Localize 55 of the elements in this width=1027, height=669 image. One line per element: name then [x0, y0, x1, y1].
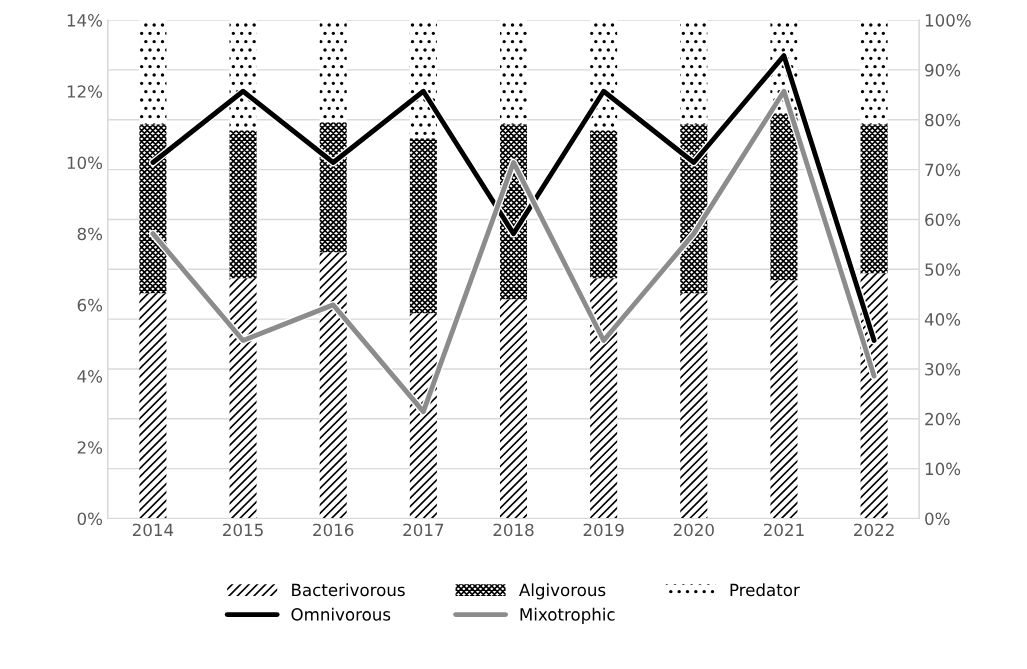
x-tick-label: 2020 — [673, 523, 714, 537]
bar — [590, 130, 618, 279]
y2-tick-label: 20% — [925, 412, 961, 426]
y2-tick-label: 80% — [925, 113, 961, 127]
legend-label: Omnivorous — [291, 607, 391, 621]
y2-tick-label: 0% — [925, 512, 950, 526]
legend-label: Algivorous — [519, 583, 606, 600]
y-tick-label: 2% — [77, 441, 103, 454]
bar — [319, 252, 347, 519]
y2-tick-label: 90% — [925, 63, 961, 77]
y-tick-label: 10% — [67, 156, 103, 170]
x-tick-label: 2018 — [493, 523, 534, 537]
x-tick-label: 2017 — [403, 523, 444, 537]
bar — [229, 130, 257, 279]
y-tick-label: 8% — [77, 227, 103, 241]
legend-label: Bacterivorous — [292, 583, 405, 597]
bar — [680, 293, 708, 519]
y-tick-label: 4% — [77, 370, 103, 383]
x-tick-label: 2019 — [583, 523, 624, 537]
y2-tick-label: 60% — [925, 213, 961, 226]
bar — [499, 20, 528, 125]
bar — [680, 20, 708, 125]
bar — [139, 124, 167, 294]
bar — [229, 20, 257, 131]
x-tick-label: 2022 — [854, 523, 894, 537]
bar — [770, 113, 798, 281]
legend-label: Predator — [730, 583, 800, 597]
y2-tick-label: 30% — [925, 362, 961, 376]
x-tick-label: 2014 — [132, 523, 174, 537]
x-tick-label: 2015 — [223, 523, 263, 537]
y2-tick-label: 100% — [925, 14, 971, 27]
x-tick-label: 2016 — [313, 523, 354, 537]
bar — [319, 122, 347, 253]
y-tick-label: 14% — [67, 14, 103, 27]
bar — [229, 278, 257, 519]
bar — [860, 20, 888, 125]
bar — [590, 278, 618, 519]
bar — [770, 280, 798, 519]
bar — [139, 293, 167, 519]
bar — [409, 313, 437, 519]
bar — [319, 20, 347, 123]
y2-tick-label: 10% — [925, 462, 961, 476]
bar — [860, 124, 888, 274]
y2-tick-label: 50% — [925, 263, 961, 276]
y2-tick-label: 40% — [924, 313, 961, 326]
legend-label: Mixotrophic — [520, 607, 615, 624]
bar — [409, 138, 437, 314]
bar — [409, 20, 437, 139]
bar — [139, 20, 167, 125]
y-tick-label: 6% — [77, 298, 103, 312]
x-tick-label: 2021 — [763, 523, 804, 537]
y-tick-label: 12% — [67, 85, 103, 98]
y2-tick-label: 70% — [925, 163, 961, 177]
bar — [499, 299, 528, 519]
y-tick-label: 0% — [77, 512, 103, 526]
